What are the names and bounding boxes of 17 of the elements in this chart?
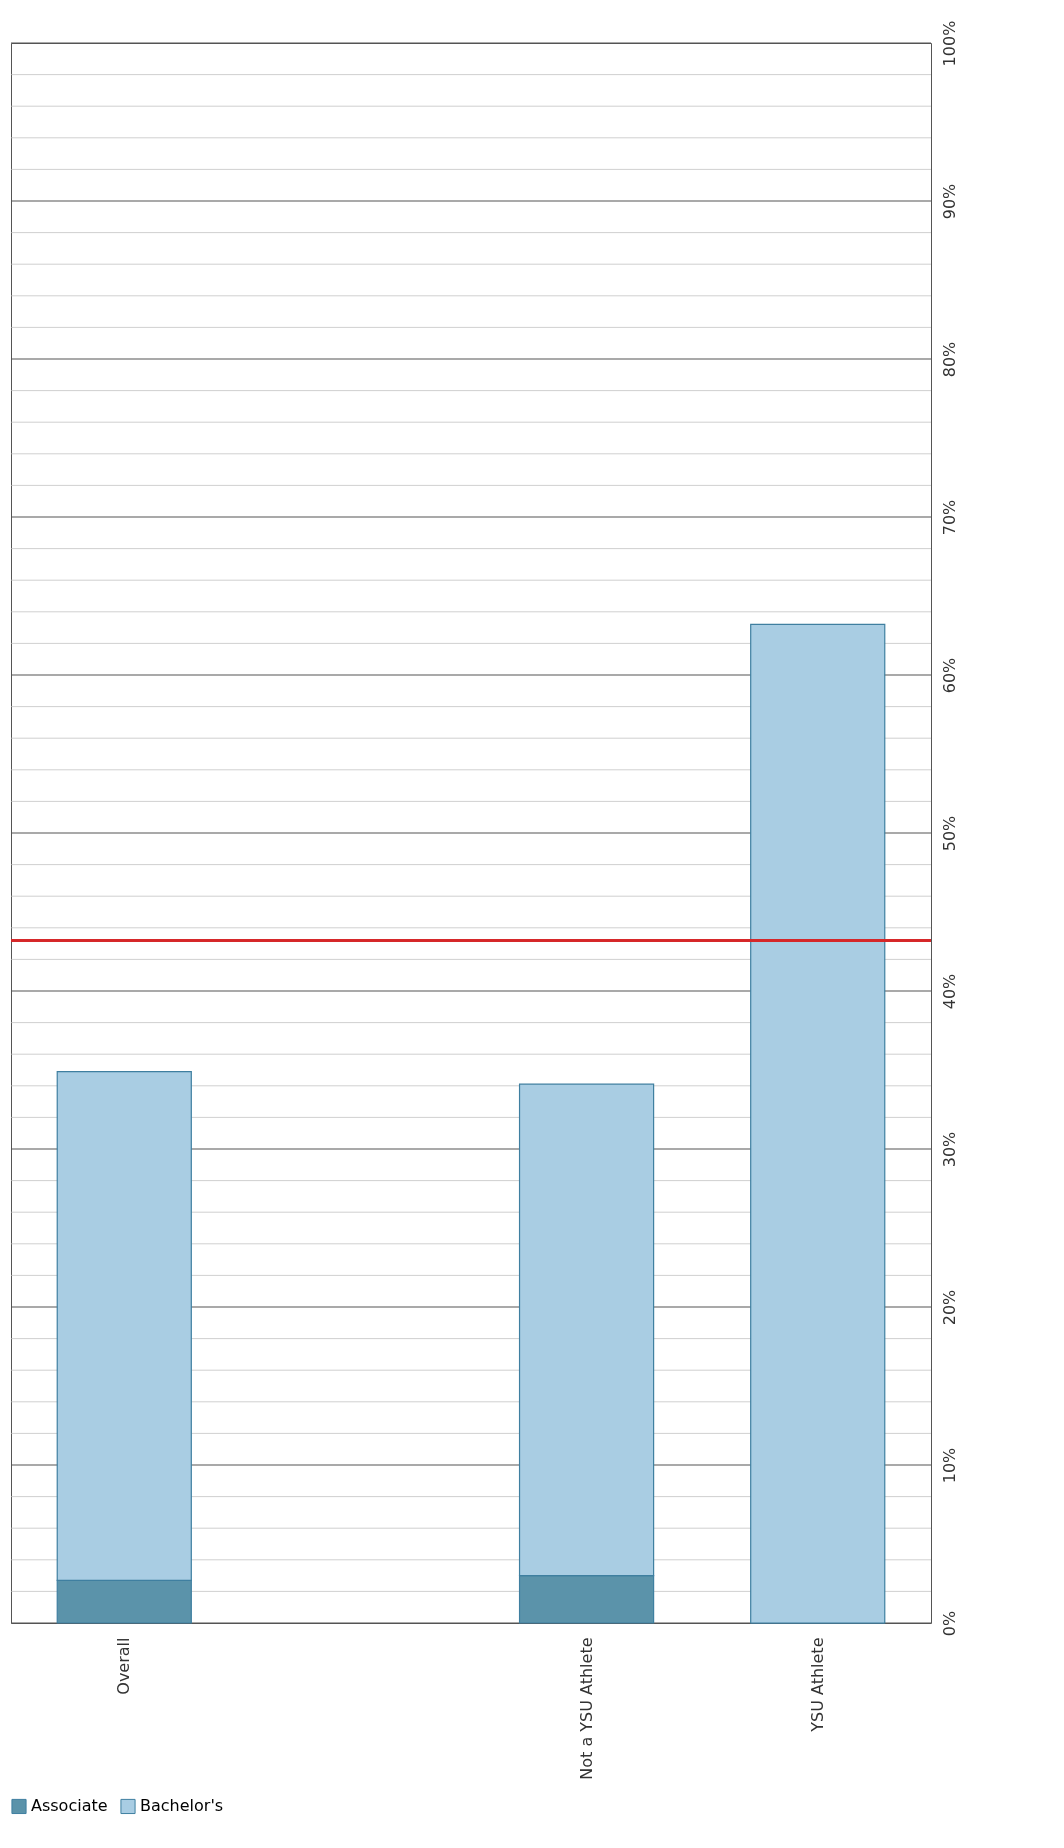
y-tick-label: 100% — [939, 20, 959, 67]
y-tick-label: 20% — [939, 1289, 959, 1326]
y-tick-label: 50% — [939, 815, 959, 852]
y-tick-label: 60% — [939, 657, 959, 694]
bar — [750, 623, 886, 1624]
y-tick-label: 90% — [939, 183, 959, 220]
y-tick-label: 70% — [939, 499, 959, 536]
y-tick-label: 30% — [939, 1131, 959, 1168]
y-tick-label: 40% — [939, 973, 959, 1010]
y-tick-label: 0% — [939, 1610, 959, 1637]
legend-label: Associate — [31, 1796, 108, 1816]
legend-label: Bachelor's — [140, 1796, 224, 1816]
y-tick-label: 80% — [939, 341, 959, 378]
x-tick-label: Not a YSU Athlete — [576, 1637, 596, 1780]
y-tick-label: 10% — [939, 1447, 959, 1484]
x-tick-label: Overall — [114, 1637, 134, 1695]
x-tick-label: YSU Athlete — [807, 1637, 827, 1733]
